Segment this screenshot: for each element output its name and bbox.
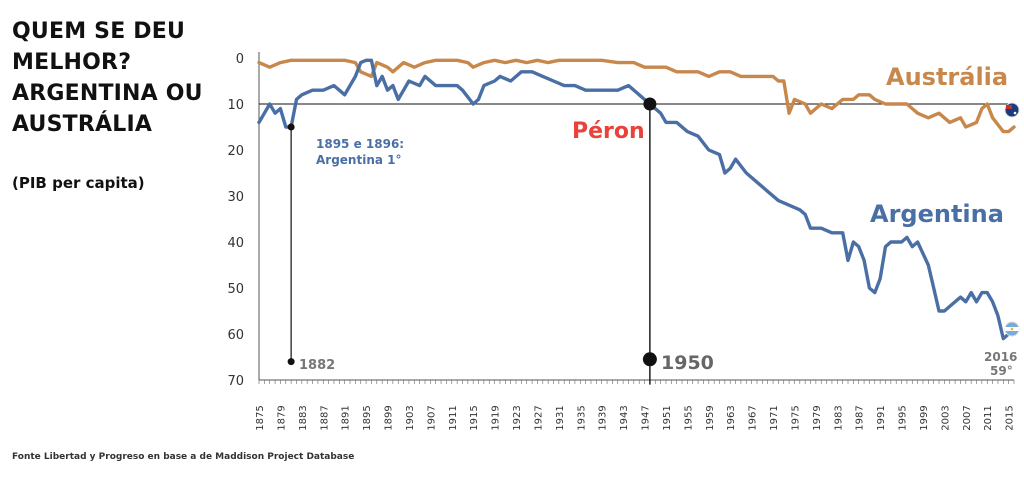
x-tick-label: 1987 <box>855 405 866 430</box>
x-tick-label: 1887 <box>319 405 330 430</box>
x-tick-label: 1903 <box>405 405 416 430</box>
x-tick-label: 1995 <box>898 405 909 430</box>
x-tick-label: 1975 <box>790 405 801 430</box>
argentina-flag-icon <box>1004 321 1020 337</box>
australia-line <box>257 58 1016 134</box>
x-tick-label: 1947 <box>641 405 652 430</box>
markers <box>287 97 657 367</box>
marker-peron <box>643 97 657 111</box>
x-tick-label: 1927 <box>533 405 544 430</box>
chart-title: QUEM SE DEU MELHOR? ARGENTINA OU AUSTRÁL… <box>12 16 232 140</box>
year-1882-label: 1882 <box>299 358 335 373</box>
x-tick-label: 1943 <box>619 405 630 430</box>
x-tick-label: 1979 <box>812 405 823 430</box>
y-tick-label: 50 <box>227 282 244 297</box>
x-tick-label: 1967 <box>748 405 759 430</box>
x-tick-label: 2011 <box>983 405 994 430</box>
x-tick-label: 1999 <box>919 405 930 430</box>
x-tick-label: 1935 <box>576 405 587 430</box>
x-tick-label: 2003 <box>940 405 951 430</box>
x-tick-label: 1955 <box>683 405 694 430</box>
note-1895-line1: 1895 e 1896: <box>316 137 404 151</box>
x-tick-label: 1907 <box>426 405 437 430</box>
final-year-label: 2016 <box>984 350 1017 364</box>
x-tick-label: 1963 <box>726 405 737 430</box>
australia-series-label: Austrália <box>886 63 1008 91</box>
y-tick-label: 0 <box>236 52 244 67</box>
y-axis: 0 10 20 30 40 50 60 70 <box>227 52 260 389</box>
x-tick-label: 1915 <box>469 405 480 430</box>
peron-annotation: Péron <box>572 119 645 144</box>
y-tick-label: 30 <box>227 190 244 205</box>
y-tick-label: 10 <box>227 98 244 113</box>
x-tick-label: 2015 <box>1005 405 1016 430</box>
x-tick-label: 1939 <box>598 405 609 430</box>
x-axis: 1875 1879 1883 1887 1891 1895 1899 1903 1907 1911… <box>255 379 1016 431</box>
x-tick-label: 1875 <box>255 405 266 430</box>
y-tick-label: 70 <box>227 374 244 389</box>
x-tick-label: 1983 <box>833 405 844 430</box>
x-tick-label: 1899 <box>384 405 395 430</box>
marker-1882-bottom <box>287 358 295 366</box>
x-tick-label: 1919 <box>491 405 502 430</box>
year-1950-label: 1950 <box>661 352 714 374</box>
x-tick-label: 1931 <box>555 405 566 430</box>
y-tick-label: 20 <box>227 144 244 159</box>
x-tick-label: 1971 <box>769 405 780 430</box>
x-tick-label: 1891 <box>341 405 352 430</box>
y-tick-label: 60 <box>227 328 244 343</box>
x-tick-label: 2007 <box>962 405 973 430</box>
argentina-series-label: Argentina <box>870 200 1004 228</box>
x-tick-label: 1883 <box>298 405 309 430</box>
final-rank-label: 59° <box>990 364 1013 378</box>
title-line-1: QUEM SE DEU <box>12 19 186 44</box>
title-line-3: ARGENTINA OU <box>12 81 203 106</box>
x-tick-label: 1879 <box>276 405 287 430</box>
y-tick-label: 40 <box>227 236 244 251</box>
x-tick-label: 1959 <box>705 405 716 430</box>
x-tick-label: 1911 <box>448 405 459 430</box>
marker-1950 <box>642 352 657 367</box>
title-line-4: AUSTRÁLIA <box>12 112 153 137</box>
note-1895-line2: Argentina 1° <box>316 153 402 167</box>
source-note: Fonte Libertad y Progreso en base a de M… <box>12 452 355 462</box>
australia-flag-icon <box>1004 102 1020 118</box>
x-tick-label: 1923 <box>512 405 523 430</box>
title-line-2: MELHOR? <box>12 50 132 75</box>
marker-1882-top <box>287 123 295 131</box>
x-tick-label: 1895 <box>362 405 373 430</box>
chart-subtitle: (PIB per capita) <box>12 174 145 192</box>
x-tick-label: 1951 <box>662 405 673 430</box>
x-tick-label: 1991 <box>876 405 887 430</box>
